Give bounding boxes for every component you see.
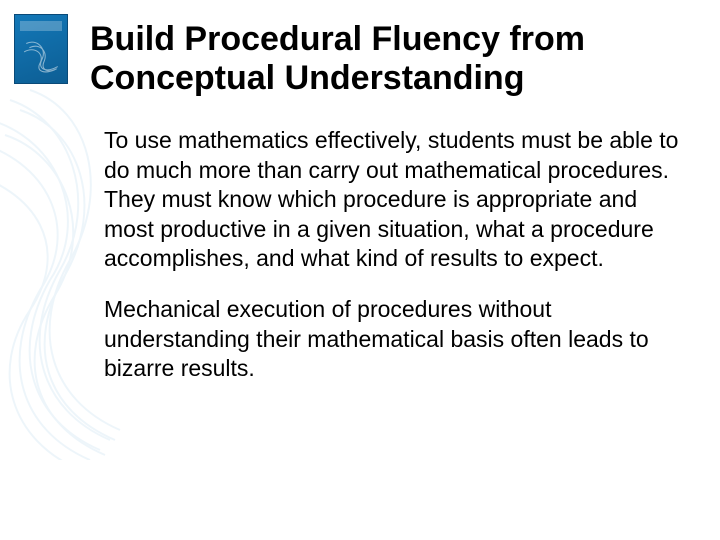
slide-content: Build Procedural Fluency from Conceptual… — [0, 0, 720, 426]
paragraph-1: To use mathematics effectively, students… — [104, 126, 680, 273]
slide-title: Build Procedural Fluency from Conceptual… — [90, 20, 680, 98]
book-cover-thumbnail — [14, 14, 68, 84]
slide-body: To use mathematics effectively, students… — [90, 126, 680, 384]
paragraph-2: Mechanical execution of procedures witho… — [104, 295, 680, 383]
